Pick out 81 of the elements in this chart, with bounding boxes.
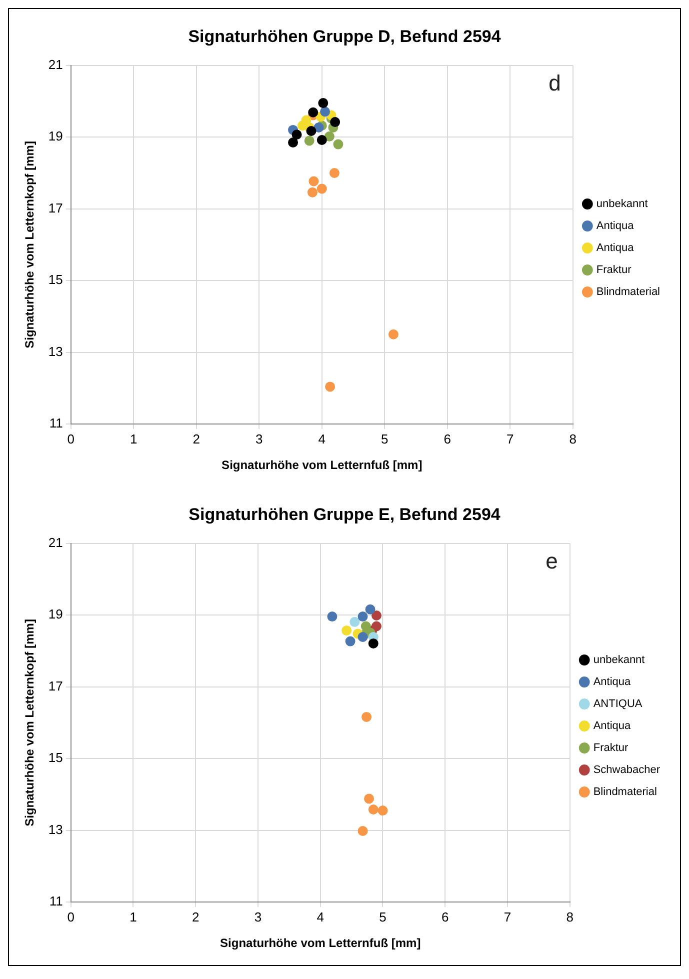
point bbox=[362, 712, 372, 722]
point bbox=[292, 130, 302, 140]
y-tick-label: 13 bbox=[48, 344, 63, 359]
x-tick-label: 2 bbox=[192, 909, 200, 924]
x-tick-label: 4 bbox=[318, 431, 326, 446]
point bbox=[325, 382, 336, 392]
x-tick-label: 0 bbox=[67, 431, 74, 446]
x-tick-label: 5 bbox=[381, 431, 388, 446]
point bbox=[350, 616, 360, 627]
x-axis-title: Signaturhöhe vom Letternfuß [mm] bbox=[222, 458, 422, 472]
legend-label: unbekannt bbox=[596, 198, 648, 210]
legend-label: Antiqua bbox=[596, 220, 635, 232]
chart-title: Signaturhöhen Gruppe E, Befund 2594 bbox=[188, 504, 501, 524]
point bbox=[388, 329, 398, 340]
x-tick-label: 7 bbox=[504, 909, 512, 924]
y-tick-label: 21 bbox=[48, 56, 63, 72]
x-tick-label: 3 bbox=[254, 909, 262, 924]
legend-label: Schwabacher bbox=[593, 764, 660, 776]
point bbox=[342, 626, 352, 636]
legend-label: Antiqua bbox=[593, 676, 632, 688]
legend-label: Fraktur bbox=[596, 264, 632, 276]
annotation: d bbox=[548, 70, 561, 96]
x-tick-label: 6 bbox=[444, 431, 452, 446]
legend-label: ANTIQUA bbox=[593, 698, 643, 710]
x-tick-label: 3 bbox=[256, 431, 263, 446]
legend-label: Blindmaterial bbox=[596, 286, 660, 298]
point bbox=[314, 122, 324, 132]
point bbox=[371, 610, 382, 620]
point bbox=[288, 138, 298, 148]
point bbox=[378, 806, 388, 816]
x-tick-label: 1 bbox=[130, 431, 138, 446]
x-tick-label: 7 bbox=[506, 431, 514, 446]
y-tick-label: 21 bbox=[48, 534, 63, 550]
x-tick-label: 8 bbox=[569, 431, 577, 446]
point bbox=[345, 636, 356, 646]
y-tick-label: 17 bbox=[48, 678, 63, 694]
point bbox=[308, 107, 318, 118]
chart-title: Signaturhöhen Gruppe D, Befund 2594 bbox=[188, 26, 502, 46]
x-tick-label: 8 bbox=[566, 909, 574, 924]
y-tick-label: 17 bbox=[48, 200, 63, 216]
point bbox=[330, 117, 340, 128]
x-tick-label: 1 bbox=[130, 909, 137, 924]
legend-label: unbekannt bbox=[593, 654, 645, 666]
legend-label: Blindmaterial bbox=[593, 786, 657, 798]
y-tick-label: 15 bbox=[48, 750, 63, 766]
legend-label: Antiqua bbox=[596, 242, 635, 254]
y-tick-label: 19 bbox=[48, 606, 63, 622]
point bbox=[324, 131, 334, 142]
point bbox=[329, 168, 340, 178]
point bbox=[316, 184, 327, 194]
point bbox=[365, 604, 376, 614]
point bbox=[358, 612, 368, 622]
x-tick-label: 5 bbox=[379, 909, 386, 924]
annotation: e bbox=[546, 548, 558, 574]
point bbox=[333, 139, 344, 150]
point bbox=[320, 106, 330, 117]
x-tick-label: 0 bbox=[67, 909, 74, 924]
y-tick-label: 11 bbox=[49, 416, 63, 431]
y-tick-label: 11 bbox=[49, 894, 63, 909]
legend-label: Fraktur bbox=[593, 742, 629, 754]
point bbox=[358, 826, 368, 836]
x-tick-label: 2 bbox=[192, 431, 200, 446]
y-axis-title: Signaturhöhe vom Letternkopf [mm] bbox=[22, 619, 37, 826]
x-tick-label: 6 bbox=[441, 909, 449, 924]
y-tick-label: 19 bbox=[48, 128, 63, 144]
point bbox=[327, 612, 338, 622]
y-tick-label: 13 bbox=[48, 822, 63, 837]
point bbox=[306, 126, 316, 136]
x-tick-label: 4 bbox=[316, 909, 324, 924]
y-axis-title: Signaturhöhe vom Letternkopf [mm] bbox=[22, 141, 37, 348]
point bbox=[304, 136, 314, 146]
point bbox=[318, 98, 328, 108]
point bbox=[368, 638, 378, 648]
point bbox=[364, 794, 374, 804]
y-tick-label: 15 bbox=[48, 272, 63, 288]
legend-label: Antiqua bbox=[593, 720, 632, 732]
point bbox=[316, 134, 327, 145]
point bbox=[307, 187, 318, 198]
point bbox=[308, 176, 319, 186]
x-axis-title: Signaturhöhe vom Letternfuß [mm] bbox=[220, 936, 421, 950]
point bbox=[368, 804, 378, 814]
